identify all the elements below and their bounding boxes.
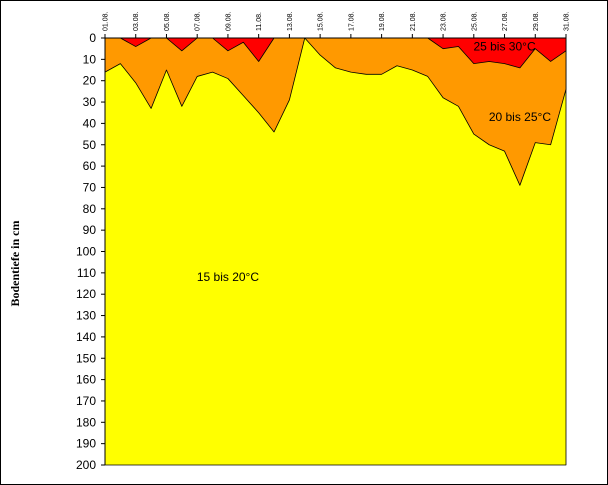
band-label: 20 bis 25°C — [489, 110, 552, 124]
band-label: 25 bis 30°C — [473, 40, 536, 54]
y-tick-label: 80 — [83, 202, 97, 216]
y-tick-label: 110 — [77, 266, 96, 280]
x-tick-label: 29.08. — [533, 11, 540, 31]
y-tick-label: 150 — [76, 351, 96, 365]
y-tick-label: 160 — [76, 373, 96, 387]
x-tick-label: 21.08. — [410, 11, 417, 31]
series-area-15-20 — [104, 37, 567, 466]
x-tick-label: 31.08. — [564, 11, 571, 31]
y-tick-label: 0 — [89, 31, 96, 45]
x-tick-label: 25.08. — [471, 11, 478, 31]
y-tick-label: 30 — [83, 95, 97, 109]
y-tick-label: 200 — [76, 458, 96, 472]
y-tick-label: 10 — [83, 52, 97, 66]
x-tick-label: 19.08. — [379, 11, 386, 31]
y-tick-label: 120 — [76, 287, 96, 301]
x-tick-label: 27.08. — [502, 11, 509, 31]
x-tick-label: 23.08. — [441, 11, 448, 31]
y-tick-label: 90 — [83, 223, 97, 237]
y-tick-label: 50 — [83, 138, 97, 152]
y-tick-label: 140 — [76, 330, 96, 344]
y-tick-label: 190 — [76, 437, 96, 451]
x-tick-label: 07.08. — [195, 11, 202, 31]
x-tick-label: 11.08. — [256, 12, 263, 31]
x-tick-label: 03.08. — [133, 11, 140, 31]
y-tick-label: 60 — [83, 159, 97, 173]
x-tick-label: 15.08. — [318, 11, 325, 31]
y-tick-label: 100 — [76, 245, 96, 259]
band-label: 15 bis 20°C — [197, 270, 260, 284]
x-tick-label: 17.08. — [348, 11, 355, 31]
y-axis-title: Bodentiefe in cm — [8, 221, 22, 307]
x-tick-label: 01.08. — [103, 11, 110, 31]
y-tick-label: 170 — [76, 394, 96, 408]
x-tick-label: 05.08. — [164, 11, 171, 31]
y-tick-label: 70 — [83, 180, 97, 194]
x-tick-label: 13.08. — [287, 11, 294, 31]
y-tick-label: 130 — [76, 309, 96, 323]
series-area-20-25 — [104, 37, 567, 186]
y-tick-label: 20 — [83, 74, 97, 88]
y-tick-label: 40 — [83, 116, 97, 130]
y-tick-label: 180 — [76, 415, 96, 429]
x-tick-label: 09.08. — [225, 11, 232, 31]
